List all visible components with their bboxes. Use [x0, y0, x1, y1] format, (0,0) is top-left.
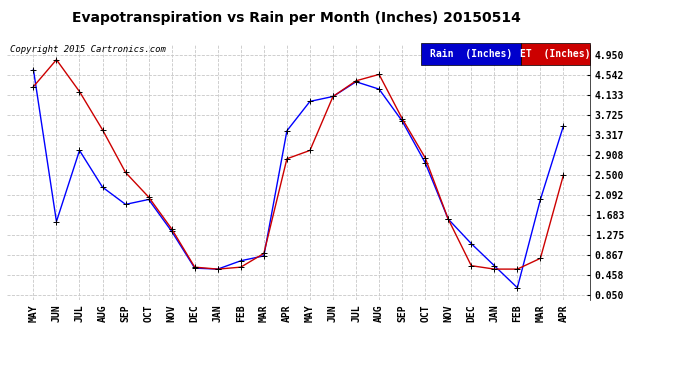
Text: ET  (Inches): ET (Inches)	[520, 49, 591, 59]
FancyBboxPatch shape	[421, 43, 521, 65]
FancyBboxPatch shape	[521, 43, 590, 65]
Text: Rain  (Inches): Rain (Inches)	[430, 49, 512, 59]
Text: Evapotranspiration vs Rain per Month (Inches) 20150514: Evapotranspiration vs Rain per Month (In…	[72, 11, 521, 25]
Text: Copyright 2015 Cartronics.com: Copyright 2015 Cartronics.com	[10, 45, 166, 54]
